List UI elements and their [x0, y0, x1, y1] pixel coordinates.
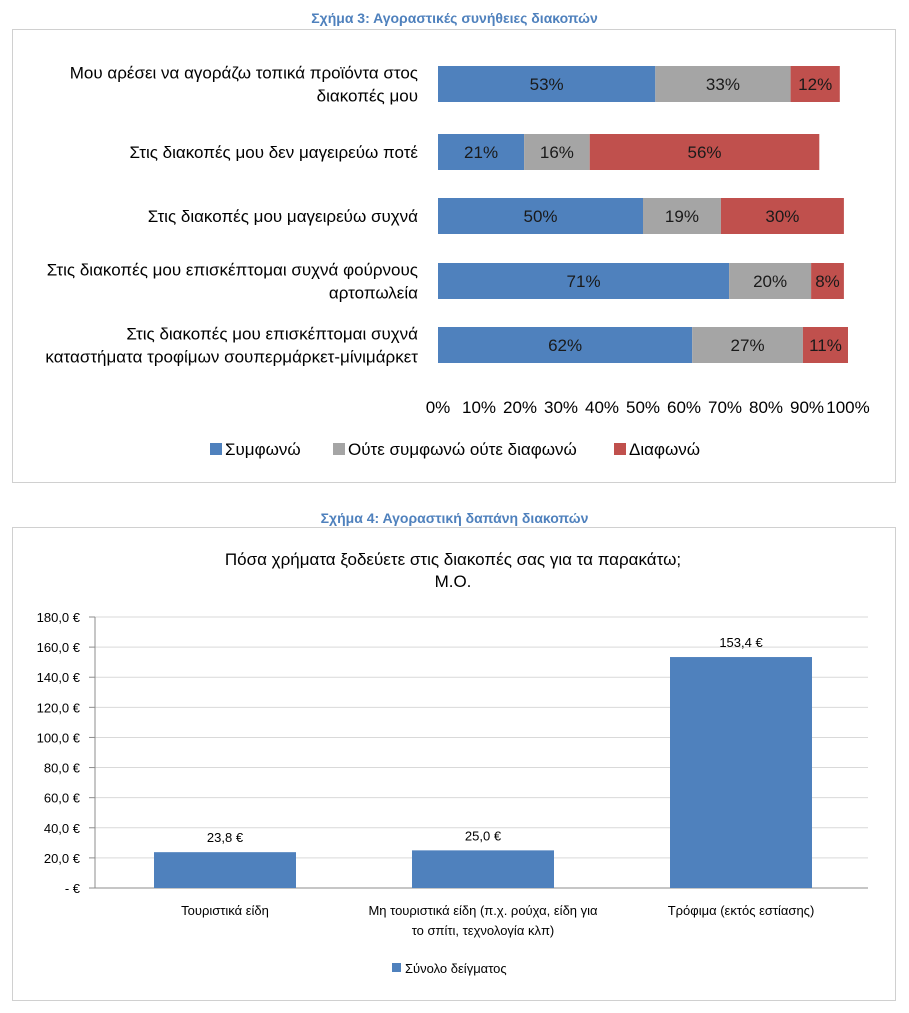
category-label: Μου αρέσει να αγοράζω τοπικά προϊόντα στ… [70, 64, 418, 83]
data-label: 19% [665, 207, 699, 226]
x-tick-label: 50% [626, 398, 660, 417]
x-tick-label: 100% [826, 398, 869, 417]
y-tick-label: 180,0 € [37, 610, 81, 625]
x-tick-label: 30% [544, 398, 578, 417]
category-label: Στις διακοπές μου επισκέπτομαι συχνά φού… [47, 261, 418, 280]
data-label: 33% [706, 75, 740, 94]
bar-segment [438, 327, 693, 363]
x-tick-label: 60% [667, 398, 701, 417]
legend-swatch [210, 443, 222, 455]
bar-segment [524, 134, 590, 170]
legend-swatch [614, 443, 626, 455]
data-label: 11% [809, 336, 842, 355]
data-label: 56% [687, 143, 721, 162]
legend-swatch [392, 963, 401, 972]
bar-segment [811, 263, 844, 299]
bar-segment [802, 327, 848, 363]
data-label: 21% [464, 143, 498, 162]
bar [412, 850, 554, 888]
bar-segment [655, 66, 791, 102]
y-tick-label: 60,0 € [44, 791, 81, 806]
bar-segment [438, 263, 730, 299]
bar-segment [438, 66, 656, 102]
data-label: 8% [815, 272, 840, 291]
chart-title: Μ.Ο. [435, 572, 472, 591]
y-tick-label: 80,0 € [44, 761, 81, 776]
y-tick-label: 40,0 € [44, 821, 81, 836]
chart-title: Πόσα χρήματα ξοδεύετε στις διακοπές σας … [225, 550, 681, 569]
data-label: 30% [765, 207, 799, 226]
data-label: 23,8 € [207, 830, 244, 845]
y-tick-label: 140,0 € [37, 670, 81, 685]
legend-label: Ούτε συμφωνώ ούτε διαφωνώ [348, 440, 577, 459]
category-label: Τρόφιμα (εκτός εστίασης) [668, 903, 815, 918]
data-label: 153,4 € [719, 635, 763, 650]
bar-segment [589, 134, 820, 170]
category-label: Τουριστικά είδη [181, 903, 269, 918]
category-label: το σπίτι, τεχνολογία κλπ) [412, 923, 555, 938]
figure4-caption: Σχήμα 4: Αγοραστική δαπάνη διακοπών [320, 510, 589, 526]
y-tick-label: 120,0 € [37, 700, 81, 715]
data-label: 71% [567, 272, 601, 291]
y-tick-label: 20,0 € [44, 851, 81, 866]
category-label: Στις διακοπές μου δεν μαγειρεύω ποτέ [130, 143, 419, 162]
legend-label: Διαφωνώ [629, 440, 700, 459]
data-label: 12% [798, 75, 832, 94]
bar [670, 657, 812, 888]
bar-segment [438, 198, 643, 234]
legend-label: Συμφωνώ [225, 440, 301, 459]
bar-segment [438, 134, 525, 170]
data-label: 53% [530, 75, 564, 94]
bar-segment [720, 198, 844, 234]
data-label: 25,0 € [465, 828, 502, 843]
bar-segment [692, 327, 803, 363]
data-label: 50% [523, 207, 557, 226]
y-tick-label: 100,0 € [37, 730, 81, 745]
bar [154, 852, 296, 888]
data-label: 27% [731, 336, 765, 355]
x-tick-label: 90% [790, 398, 824, 417]
category-label: διακοπές μου [317, 87, 418, 106]
x-tick-label: 70% [708, 398, 742, 417]
y-tick-label: 160,0 € [37, 640, 81, 655]
category-label: καταστήματα τροφίμων σουπερμάρκετ-μίνιμά… [45, 348, 418, 367]
x-tick-label: 10% [462, 398, 496, 417]
data-label: 20% [753, 272, 787, 291]
category-label: Στις διακοπές μου επισκέπτομαι συχνά [126, 325, 418, 344]
data-label: 62% [548, 336, 582, 355]
bar-segment [729, 263, 812, 299]
figure3-panel [12, 29, 896, 483]
bar-segment [643, 198, 721, 234]
data-label: 16% [540, 143, 574, 162]
bar-segment [790, 66, 840, 102]
x-tick-label: 80% [749, 398, 783, 417]
category-label: Μη τουριστικά είδη (π.χ. ρούχα, είδη για [368, 903, 598, 918]
figure3-caption: Σχήμα 3: Αγοραστικές συνήθειες διακοπών [311, 10, 598, 26]
legend-swatch [333, 443, 345, 455]
x-tick-label: 0% [426, 398, 451, 417]
x-tick-label: 20% [503, 398, 537, 417]
category-label: Στις διακοπές μου μαγειρεύω συχνά [148, 207, 418, 226]
legend-label: Σύνολο δείγματος [405, 961, 507, 976]
x-tick-label: 40% [585, 398, 619, 417]
y-tick-label: - € [65, 881, 81, 896]
category-label: αρτοπωλεία [329, 284, 418, 303]
